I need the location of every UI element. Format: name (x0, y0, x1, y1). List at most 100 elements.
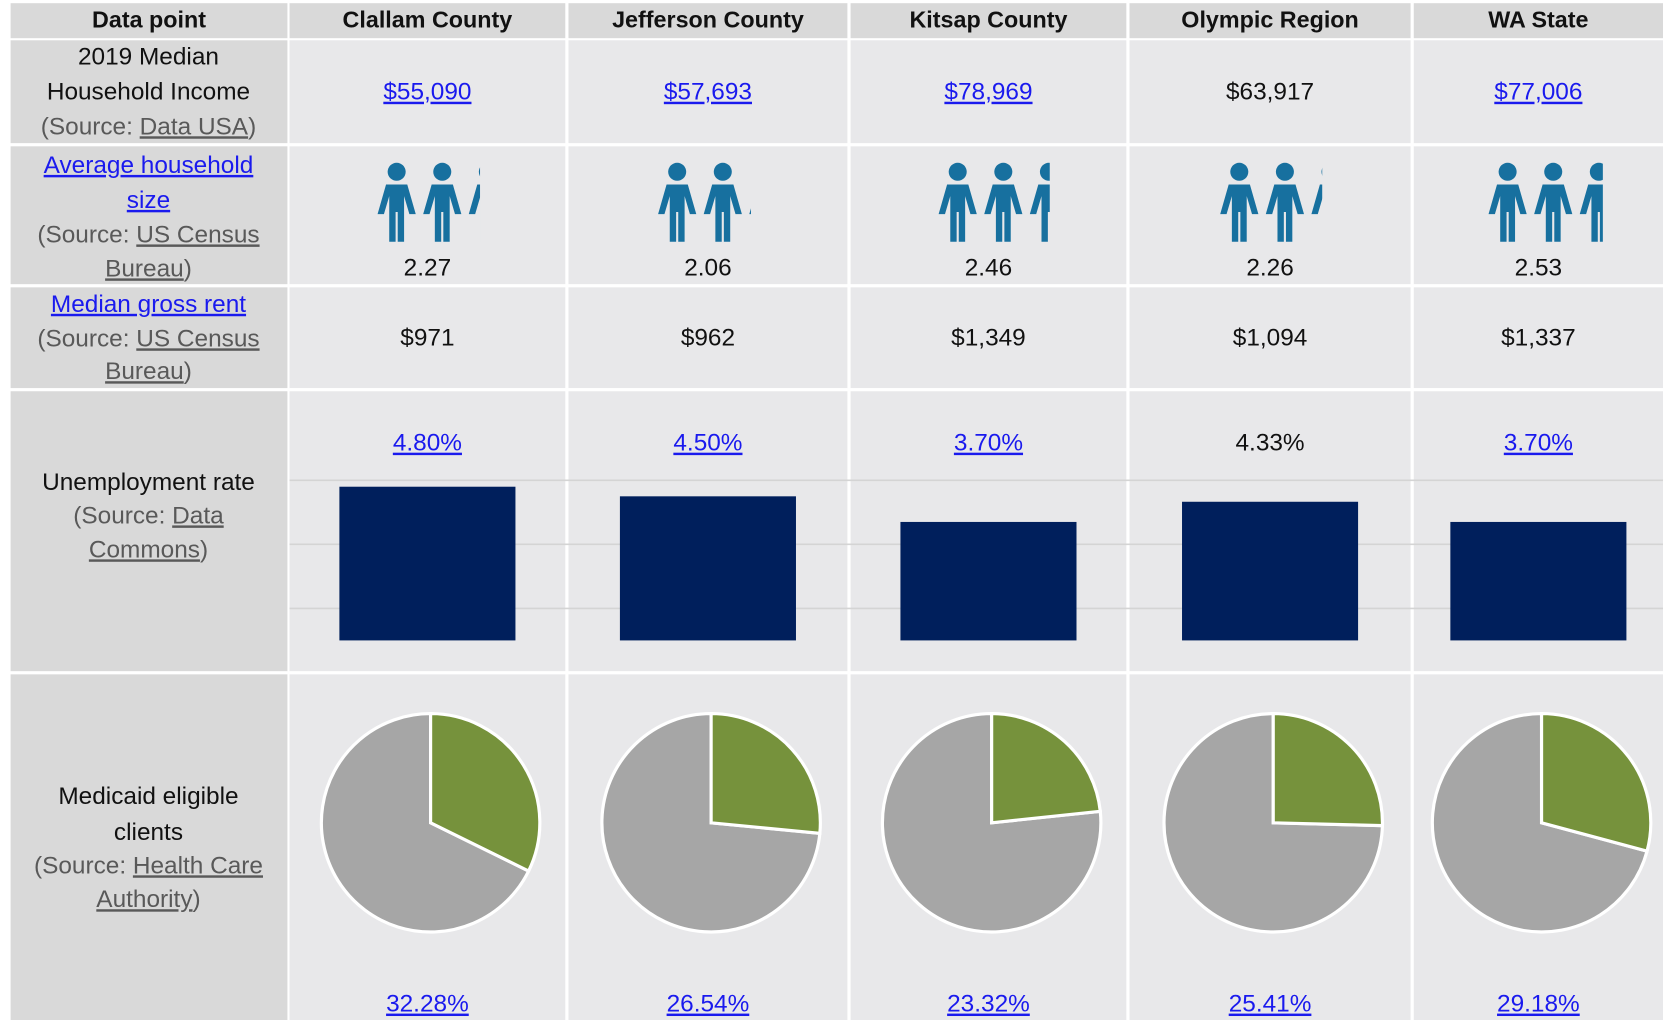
person-head (1321, 168, 1323, 176)
cell (10, 391, 288, 672)
bar-label[interactable]: 4.50% (673, 430, 742, 457)
cell (850, 40, 1127, 144)
person-body (1579, 184, 1603, 242)
pie-label[interactable]: 25.41% (1229, 991, 1312, 1018)
person-body (1220, 184, 1259, 242)
source-suffix: ) (248, 114, 256, 141)
row-label: Medicaid eligible (58, 783, 238, 810)
cell (289, 40, 566, 144)
household-icons (658, 162, 751, 242)
person-head (668, 162, 687, 181)
person-body (984, 184, 1023, 242)
pie-label[interactable]: 26.54% (667, 991, 750, 1018)
bar (900, 521, 1077, 641)
pie-slice (990, 711, 1103, 825)
person-body (1488, 184, 1527, 242)
pie-label[interactable]: 32.28% (386, 991, 469, 1018)
header-cell: Data point (92, 6, 206, 32)
income-value[interactable]: $57,693 (664, 79, 752, 106)
cell (850, 287, 1127, 389)
cell (1413, 287, 1663, 389)
row-label: Unemployment rate (42, 469, 255, 496)
cell (1129, 287, 1411, 389)
person-head (1498, 162, 1517, 181)
source-suffix: ) (200, 537, 208, 564)
bar-label[interactable]: 4.80% (393, 430, 462, 457)
household-value: 2.06 (684, 255, 731, 282)
pie-rest (1430, 711, 1650, 934)
source-prefix: (Source: (73, 503, 172, 530)
cell (10, 3, 288, 39)
source-line: (Source: Data USA) (41, 114, 256, 141)
cell (568, 3, 848, 39)
income-value: $63,917 (1226, 79, 1314, 106)
source-line: (Source: US Census (37, 222, 259, 249)
household-icons (1220, 162, 1323, 242)
header-cell: Kitsap County (909, 6, 1067, 32)
person-head (1275, 162, 1294, 181)
pie-rest (319, 711, 531, 934)
row-label[interactable]: size (127, 187, 170, 214)
cell (850, 3, 1127, 39)
source-suffix: ) (184, 359, 192, 386)
cell (1413, 146, 1663, 285)
bar-label[interactable]: 3.70% (954, 430, 1023, 457)
rent-value: $1,094 (1233, 325, 1308, 352)
person-head (433, 162, 452, 181)
cell (1413, 40, 1663, 144)
person-body (1534, 184, 1573, 242)
source-line: (Source: Health Care (34, 853, 263, 880)
cell (289, 287, 566, 389)
pie-slice (1271, 711, 1385, 828)
pie-label[interactable]: 29.18% (1497, 991, 1580, 1018)
source-link[interactable]: Data (172, 503, 224, 530)
income-value[interactable]: $55,090 (383, 79, 471, 106)
person-head (387, 162, 406, 181)
bar (1450, 521, 1627, 641)
source-link[interactable]: Health Care (133, 853, 263, 880)
cell (1129, 3, 1411, 39)
cell (568, 40, 848, 144)
header-cell: Clallam County (343, 6, 513, 32)
source-link[interactable]: US Census (136, 222, 259, 249)
header-cell: Jefferson County (612, 6, 804, 32)
cell (1129, 40, 1411, 144)
source-link[interactable]: Authority (96, 887, 193, 914)
cell (10, 674, 288, 1020)
person-head (994, 162, 1013, 181)
rent-value: $1,349 (951, 325, 1026, 352)
household-value: 2.53 (1515, 255, 1562, 282)
income-value[interactable]: $77,006 (1494, 79, 1582, 106)
bar-label[interactable]: 3.70% (1504, 430, 1573, 457)
row-label: clients (114, 819, 183, 846)
bar-label: 4.33% (1235, 430, 1304, 457)
cell (568, 146, 848, 285)
header-cell: WA State (1488, 6, 1588, 32)
person-body (423, 184, 462, 242)
person-head (1544, 162, 1563, 181)
household-value: 2.26 (1246, 255, 1293, 282)
row-label[interactable]: Average household (44, 152, 254, 179)
source-link[interactable]: US Census (136, 326, 259, 353)
pie-label[interactable]: 23.32% (947, 991, 1030, 1018)
income-value[interactable]: $78,969 (944, 79, 1032, 106)
person-body (1311, 184, 1323, 215)
cell (289, 3, 566, 39)
pie-slice (1539, 711, 1653, 854)
source-prefix: (Source: (37, 326, 136, 353)
source-link[interactable]: Data USA (140, 114, 249, 141)
source-link[interactable]: Bureau (105, 256, 184, 283)
person-head (948, 162, 967, 181)
source-link[interactable]: Bureau (105, 359, 184, 386)
rent-value: $1,337 (1501, 325, 1576, 352)
cell (1129, 146, 1411, 285)
person-body (658, 184, 697, 242)
source-line: Bureau) (105, 256, 192, 283)
person-body (1265, 184, 1304, 242)
cell (10, 146, 288, 285)
source-link[interactable]: Commons (89, 537, 200, 564)
source-prefix: (Source: (34, 853, 133, 880)
row-label[interactable]: Median gross rent (51, 291, 246, 318)
cell (10, 40, 288, 144)
